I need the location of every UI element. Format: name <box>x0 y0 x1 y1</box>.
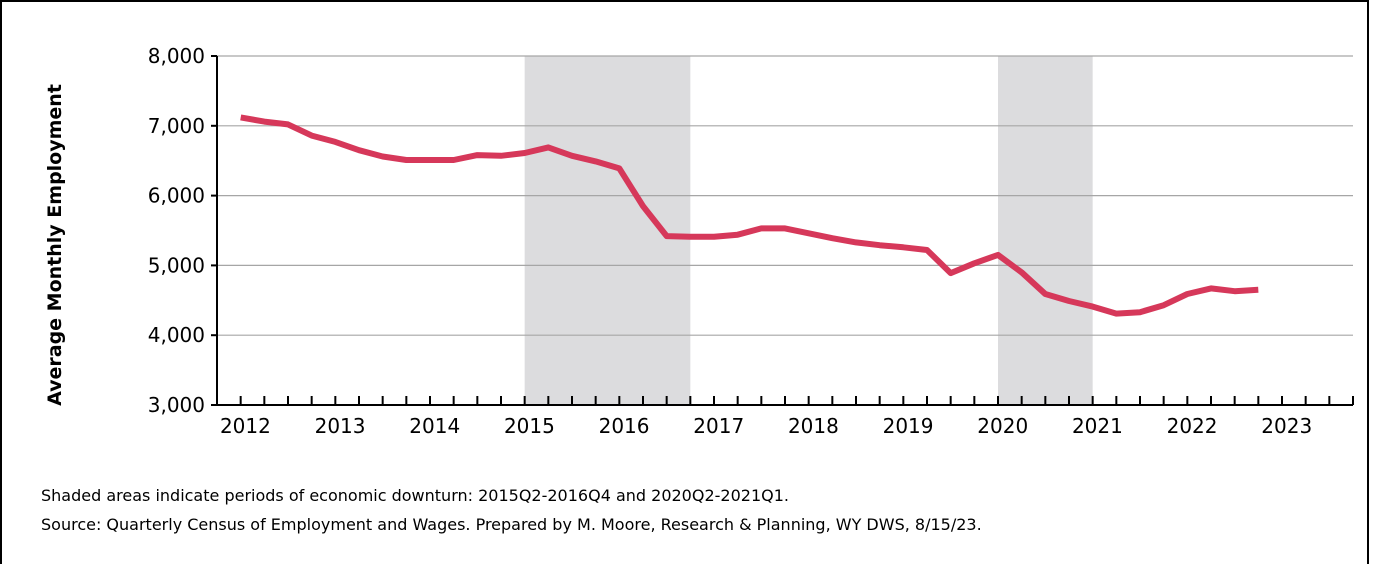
data-point <box>1233 290 1236 293</box>
data-point <box>807 232 810 235</box>
x-tick-label: 2017 <box>693 414 744 438</box>
data-point <box>926 249 929 252</box>
y-tick-label: 3,000 <box>148 393 205 417</box>
x-tick-label: 2012 <box>220 414 271 438</box>
data-point <box>618 167 621 170</box>
x-tick-label: 2020 <box>977 414 1028 438</box>
data-point <box>523 152 526 155</box>
data-point <box>358 149 361 152</box>
x-tick-label: 2019 <box>883 414 934 438</box>
x-tick-label: 2018 <box>788 414 839 438</box>
data-point <box>310 134 313 137</box>
data-point <box>405 159 408 162</box>
x-tick-label: 2022 <box>1167 414 1218 438</box>
data-point <box>1044 293 1047 296</box>
data-point <box>997 253 1000 256</box>
data-point <box>665 235 668 238</box>
y-tick-label: 8,000 <box>148 44 205 68</box>
data-point <box>1139 311 1142 314</box>
data-point <box>1020 271 1023 274</box>
data-point <box>784 227 787 230</box>
x-tick-label: 2021 <box>1072 414 1123 438</box>
downturn-shading <box>524 56 1093 405</box>
x-tick-label: 2014 <box>409 414 460 438</box>
data-point <box>594 160 597 163</box>
y-tick-label: 7,000 <box>148 114 205 138</box>
data-point <box>547 146 550 149</box>
data-point <box>878 244 881 247</box>
data-point <box>381 155 384 158</box>
y-tick-label: 5,000 <box>148 253 205 277</box>
source-note: Source: Quarterly Census of Employment a… <box>41 515 982 534</box>
data-point <box>902 246 905 249</box>
data-point <box>973 262 976 265</box>
y-tick-label: 6,000 <box>148 184 205 208</box>
data-point <box>855 241 858 244</box>
data-point <box>500 154 503 157</box>
data-point <box>1186 293 1189 296</box>
employment-line-1 <box>240 114 1259 317</box>
data-point <box>949 272 952 275</box>
data-point <box>287 123 290 126</box>
data-point <box>736 233 739 236</box>
y-axis-title: Average Monthly Employment <box>44 84 66 406</box>
data-point <box>1257 288 1260 291</box>
gridlines <box>217 55 1353 336</box>
downturn-shade-2 <box>998 56 1093 405</box>
data-point <box>1115 312 1118 315</box>
data-point <box>476 154 479 157</box>
y-tick-labels: 3,000 4,000 5,000 6,000 7,000 8,000 <box>148 44 205 417</box>
y-tick-label: 4,000 <box>148 323 205 347</box>
data-point <box>760 227 763 230</box>
data-point <box>263 120 266 123</box>
data-point <box>1091 305 1094 308</box>
x-tick-label: 2016 <box>599 414 650 438</box>
data-point <box>571 154 574 157</box>
x-tick-label: 2013 <box>315 414 366 438</box>
data-point <box>1210 287 1213 290</box>
data-point <box>239 116 242 119</box>
x-tick-label: 2015 <box>504 414 555 438</box>
data-point <box>1162 304 1165 307</box>
data-point <box>831 237 834 240</box>
downturn-note: Shaded areas indicate periods of economi… <box>41 486 789 505</box>
x-tick-label: 2023 <box>1261 414 1312 438</box>
data-point <box>689 235 692 238</box>
series-layer <box>239 114 1260 317</box>
data-point <box>429 159 432 162</box>
data-point <box>713 235 716 238</box>
data-point <box>1068 299 1071 302</box>
data-point <box>642 205 645 208</box>
data-point <box>452 159 455 162</box>
axes <box>211 55 1354 406</box>
x-tick-labels: 2012 2013 2014 2015 2016 2017 2018 2019 2020 2021… <box>220 414 1312 438</box>
data-point <box>334 140 337 143</box>
